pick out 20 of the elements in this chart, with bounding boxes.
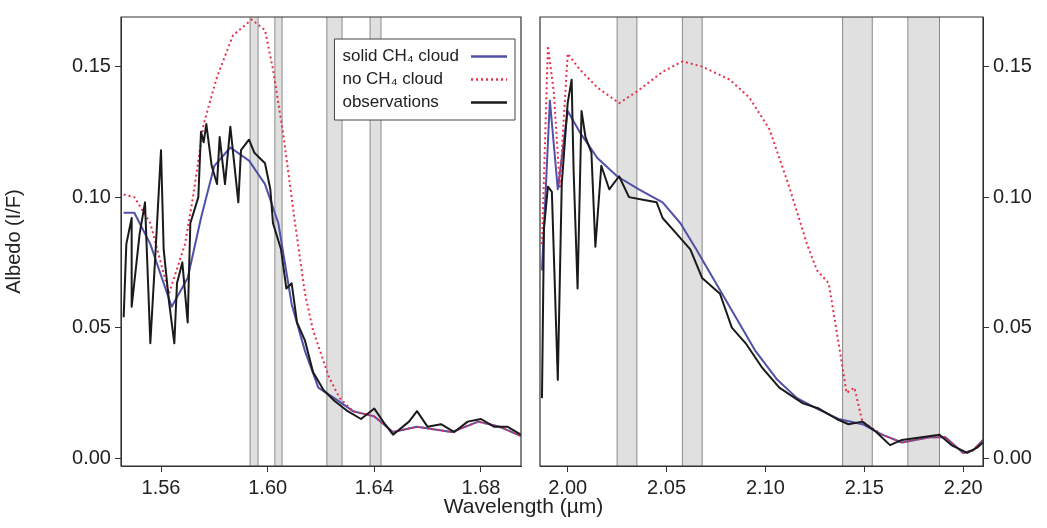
x-tick-label: 2.05 bbox=[647, 475, 687, 498]
line-series bbox=[122, 18, 521, 437]
y-axis-title: Albedo (I/F) bbox=[1, 189, 24, 294]
y-tick-label: 0.15 bbox=[72, 54, 111, 77]
x-tick-label: 2.10 bbox=[745, 475, 785, 498]
y-tick-label: 0.10 bbox=[993, 184, 1032, 207]
legend-label: observations bbox=[342, 92, 439, 112]
y-tick-label: 0.00 bbox=[72, 445, 111, 468]
y-tick-label: 0.00 bbox=[993, 445, 1032, 468]
y-tick-label: 0.05 bbox=[72, 315, 111, 338]
y-tick-label: 0.15 bbox=[993, 54, 1032, 77]
y-tick-label: 0.05 bbox=[993, 315, 1032, 338]
legend-label: solid CH₄ cloud bbox=[342, 46, 459, 66]
x-tick-label: 2.15 bbox=[844, 475, 884, 498]
x-tick-label: 1.60 bbox=[248, 475, 288, 498]
x-tick-label: 2.20 bbox=[943, 475, 983, 498]
legend-label: no CH₄ cloud bbox=[342, 69, 443, 89]
x-tick-label: 1.64 bbox=[354, 475, 394, 498]
y-tick-label: 0.10 bbox=[72, 184, 111, 207]
x-tick-label: 1.56 bbox=[141, 475, 181, 498]
